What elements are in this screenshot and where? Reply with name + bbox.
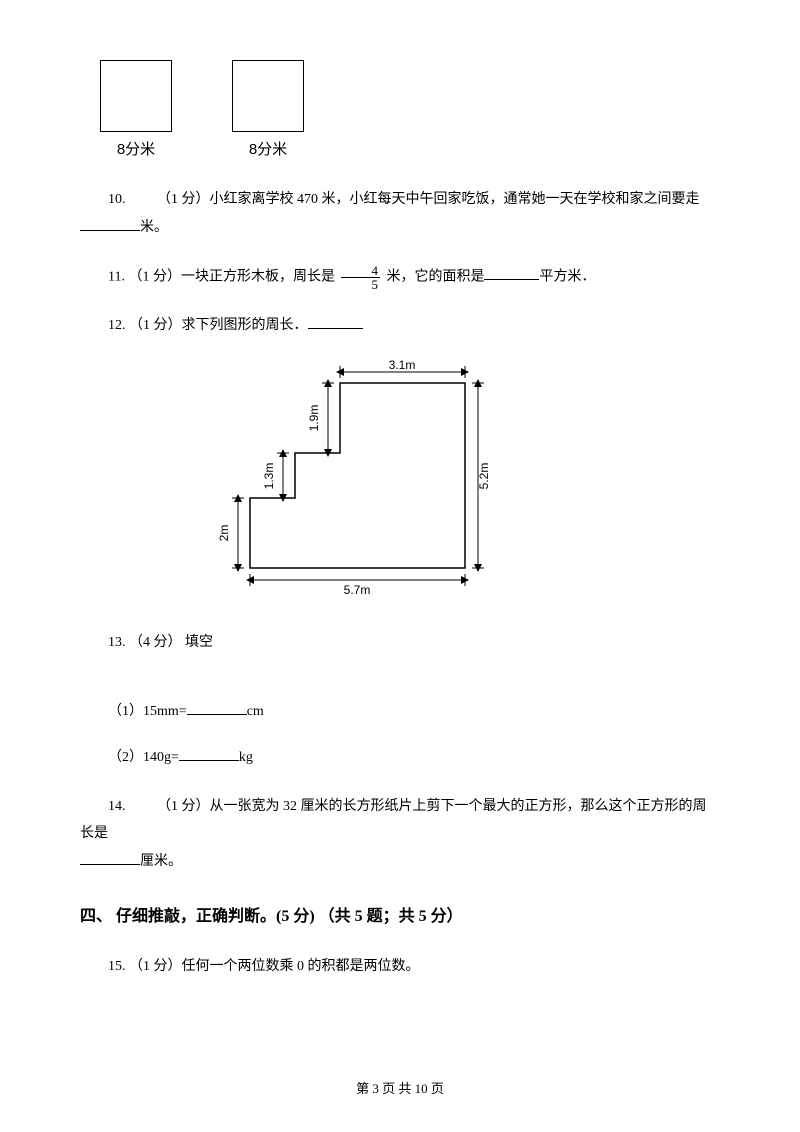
q11-text-a: （1 分）一块正方形木板，周长是 xyxy=(128,269,335,284)
q13-sub2-b: kg xyxy=(239,750,253,765)
perimeter-figure: 3.1m 5.2m 5.7m 1.9m 1.3m 2m xyxy=(210,358,720,609)
dim-1-3: 1.3m xyxy=(262,462,276,489)
dim-1-9: 1.9m xyxy=(307,404,321,431)
q12-blank[interactable] xyxy=(308,315,363,329)
square-label-1: 8分米 xyxy=(100,136,172,165)
q10-blank[interactable] xyxy=(80,217,140,231)
q13-blank1[interactable] xyxy=(187,701,247,715)
q12-text: （1 分）求下列图形的周长． xyxy=(129,318,308,333)
page-footer: 第 3 页 共 10 页 xyxy=(0,1077,800,1102)
question-15: 15. （1 分）任何一个两位数乘 0 的积都是两位数。 xyxy=(80,954,720,981)
question-10: 10. （1 分）小红家离学校 470 米，小红每天中午回家吃饭，通常她一天在学… xyxy=(80,187,720,214)
q13-text: （4 分） 填空 xyxy=(129,635,213,650)
square-shape-1 xyxy=(100,60,172,132)
stair-shape-svg: 3.1m 5.2m 5.7m 1.9m 1.3m 2m xyxy=(210,358,510,598)
q11-blank[interactable] xyxy=(484,266,539,280)
q13-sub2: （2）140g= kg xyxy=(80,745,720,772)
q14-text-a: （1 分）从一张宽为 32 厘米的长方形纸片上剪下一个最大的正方形，那么这个正方… xyxy=(80,799,707,841)
q10-text-b: 米。 xyxy=(140,220,168,235)
q11-fraction: 4 5 xyxy=(341,264,380,291)
square-1: 8分米 xyxy=(100,60,172,165)
dim-top: 3.1m xyxy=(389,358,416,372)
q13-sub1-b: cm xyxy=(247,704,264,719)
q11-frac-den: 5 xyxy=(341,278,380,291)
question-14-cont: 厘米。 xyxy=(80,849,720,876)
squares-figure: 8分米 8分米 xyxy=(100,60,720,165)
q12-number: 12. xyxy=(108,318,126,333)
square-2: 8分米 xyxy=(232,60,304,165)
dim-bottom: 5.7m xyxy=(344,583,371,597)
question-13: 13. （4 分） 填空 xyxy=(80,630,720,657)
square-shape-2 xyxy=(232,60,304,132)
question-10-cont: 米。 xyxy=(80,215,720,242)
q11-number: 11. xyxy=(108,269,125,284)
q14-number: 14. xyxy=(108,799,126,814)
q14-text-b: 厘米。 xyxy=(140,854,182,869)
q11-text-b: 米，它的面积是 xyxy=(386,269,484,284)
q10-text-a: （1 分）小红家离学校 470 米，小红每天中午回家吃饭，通常她一天在学校和家之… xyxy=(157,192,700,207)
q11-frac-num: 4 xyxy=(341,264,380,278)
question-14: 14. （1 分）从一张宽为 32 厘米的长方形纸片上剪下一个最大的正方形，那么… xyxy=(80,794,720,847)
q13-sub2-a: （2）140g= xyxy=(108,750,179,765)
q13-sub1: （1）15mm= cm xyxy=(80,699,720,726)
q15-number: 15. xyxy=(108,959,126,974)
q14-blank[interactable] xyxy=(80,851,140,865)
q10-number: 10. xyxy=(108,192,126,207)
q13-blank2[interactable] xyxy=(179,747,239,761)
section-4-heading: 四、 仔细推敲，正确判断。(5 分) （共 5 题；共 5 分） xyxy=(80,902,720,932)
question-11: 11. （1 分）一块正方形木板，周长是 4 5 米，它的面积是 平方米． xyxy=(80,264,720,291)
q11-text-c: 平方米． xyxy=(539,269,595,284)
square-label-2: 8分米 xyxy=(232,136,304,165)
q13-sub1-a: （1）15mm= xyxy=(108,704,187,719)
q13-number: 13. xyxy=(108,635,126,650)
dim-2m: 2m xyxy=(217,524,231,541)
q15-text: （1 分）任何一个两位数乘 0 的积都是两位数。 xyxy=(129,959,420,974)
question-12: 12. （1 分）求下列图形的周长． xyxy=(80,313,720,340)
dim-right: 5.2m xyxy=(477,462,491,489)
